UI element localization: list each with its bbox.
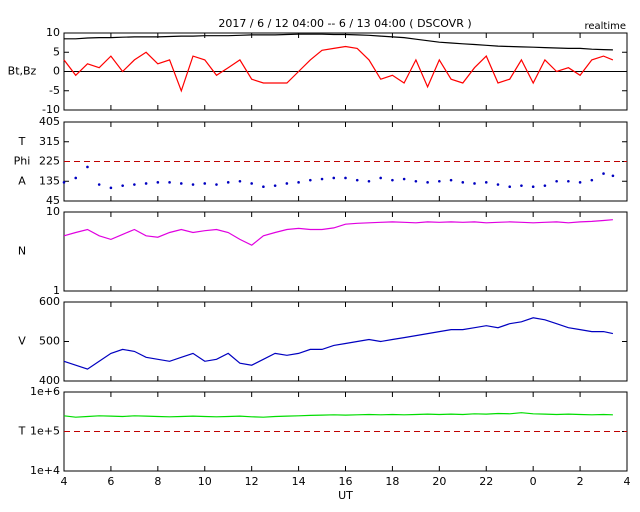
y-axis-label: A [18,174,26,187]
data-point [355,178,359,182]
y-tick-label: 315 [39,135,60,148]
y-tick-label: 10 [46,205,60,218]
data-point [133,183,136,186]
data-point [426,181,429,184]
x-tick-label: 10 [198,475,212,488]
y-axis-label: Phi [14,155,31,168]
x-tick-label: 16 [339,475,353,488]
data-point [273,184,277,187]
data-point [567,179,570,183]
data-point [379,176,382,180]
data-point [285,182,289,185]
data-point [531,185,535,189]
data-point [168,181,171,184]
data-point [62,181,66,184]
data-point [262,185,265,189]
data-point [555,179,558,183]
y-tick-label: 45 [46,194,60,207]
y-tick-label: 225 [39,155,60,168]
data-point [332,176,336,180]
data-point [520,184,523,187]
x-tick-label: 0 [530,475,537,488]
data-point [250,182,253,185]
data-point [226,181,230,184]
y-tick-label: -5 [49,84,60,97]
data-point [215,183,218,186]
series-line [64,33,613,51]
x-tick-label: 6 [107,475,114,488]
data-point [578,181,582,184]
panel-frame [63,301,628,382]
y-axis-label: N [18,245,26,258]
data-point [344,176,347,180]
y-tick-label: 135 [39,174,60,187]
data-point [320,177,324,181]
x-tick-label: 20 [432,475,446,488]
y-tick-label: 5 [53,45,60,58]
y-tick-label: -10 [42,103,60,116]
y-tick-label: 500 [39,335,60,348]
data-point [203,182,207,185]
y-tick-label: 405 [39,115,60,128]
data-point [414,179,418,183]
x-tick-label: 4 [624,475,631,488]
status-label: realtime [584,21,626,32]
data-point [473,182,476,185]
y-tick-label: 0 [53,65,60,78]
x-tick-label: 4 [61,475,68,488]
data-point [238,179,242,183]
data-point [179,182,183,185]
data-point [449,178,453,182]
data-point [156,181,160,184]
data-point [543,184,547,187]
y-tick-label: 1 [53,284,60,297]
data-point [484,181,488,184]
data-point [121,184,124,187]
x-tick-label: 2 [577,475,584,488]
data-point [602,172,605,175]
data-point [438,179,441,183]
x-tick-label: 14 [292,475,306,488]
data-point [109,186,113,190]
data-point [97,183,101,186]
series-line [63,45,614,93]
chart-title: 2017 / 6 / 12 04:00 -- 6 / 13 04:00 ( DS… [218,17,471,30]
y-tick-label: 400 [39,374,60,387]
data-point [508,185,512,189]
y-tick-label: 1e+5 [30,425,60,438]
data-point [496,183,500,186]
x-tick-label: 18 [385,475,399,488]
y-axis-label: T [18,135,26,148]
x-tick-label: 8 [154,475,161,488]
data-point [461,181,465,184]
y-tick-label: 1e+6 [30,385,60,398]
data-point [74,176,78,180]
series-line [63,412,613,418]
data-point [402,177,406,181]
data-point [309,178,312,182]
y-axis-label: Bt,Bz [8,65,37,78]
data-point [86,165,89,169]
data-point [391,178,394,182]
series-line [63,317,614,370]
data-point [611,174,615,178]
y-tick-label: 600 [39,295,60,308]
data-point [144,182,148,185]
y-axis-label: V [18,335,26,348]
x-tick-label: 22 [479,475,493,488]
x-axis-label: UT [338,489,353,502]
data-point [297,181,300,184]
data-point [367,179,371,183]
data-point [590,178,594,182]
x-tick-label: 12 [245,475,259,488]
y-tick-label: 10 [46,26,60,39]
y-tick-label: 1e+4 [30,464,60,477]
y-axis-label: T [18,425,26,438]
series-line [63,219,613,246]
data-point [191,183,195,186]
